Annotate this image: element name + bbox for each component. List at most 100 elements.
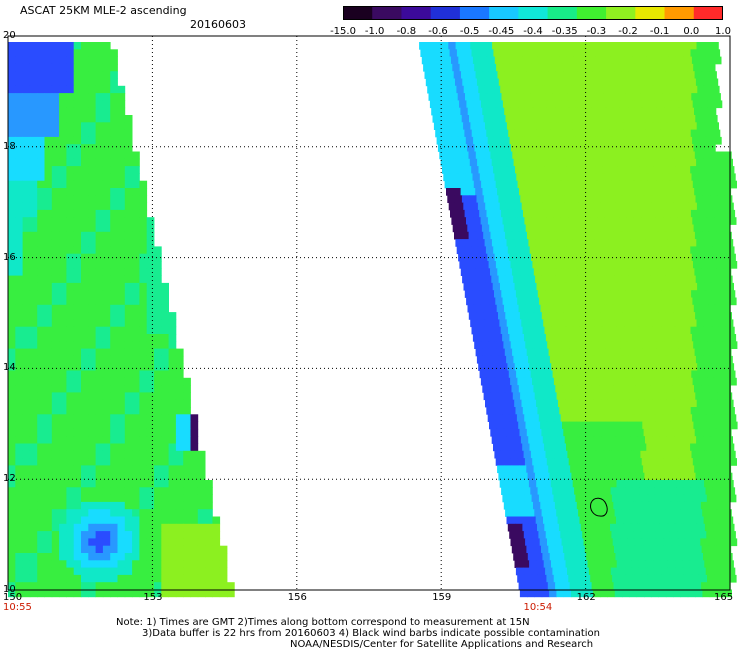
swath-cell <box>696 436 704 444</box>
swath-cell <box>59 136 67 145</box>
swath-cell <box>727 370 736 379</box>
swath-cell <box>95 472 104 481</box>
swath-cell <box>529 246 538 255</box>
swath-cell <box>605 63 614 72</box>
swath-cell <box>468 312 477 320</box>
swath-cell <box>550 122 559 130</box>
swath-cell <box>524 217 533 225</box>
swath-cell <box>563 151 572 160</box>
swath-cell <box>621 348 630 357</box>
swath-cell <box>553 217 562 225</box>
swath-cell <box>542 392 550 401</box>
swath-cell <box>190 560 199 568</box>
swath-cell <box>81 553 89 561</box>
swath-cell <box>73 516 82 525</box>
swath-cell <box>633 450 641 459</box>
swath-cell <box>464 49 472 57</box>
swath-cell <box>466 261 475 269</box>
swath-cell <box>132 348 140 357</box>
swath-cell <box>522 407 531 415</box>
swath-cell <box>161 501 169 510</box>
swath-cell <box>8 224 16 233</box>
swath-cell <box>572 239 580 247</box>
swath-cell <box>706 173 714 182</box>
swath-cell <box>73 100 82 109</box>
swath-cell <box>646 407 655 415</box>
swath-cell <box>95 560 104 568</box>
swath-cell <box>432 115 441 123</box>
swath-cell <box>534 392 543 401</box>
swath-cell <box>633 217 642 225</box>
swath-cell <box>102 545 111 554</box>
swath-cell <box>51 268 60 276</box>
swath-cell <box>542 78 551 87</box>
swath-cell <box>591 385 600 393</box>
swath-cell <box>154 312 162 320</box>
swath-cell <box>146 370 155 379</box>
swath-cell <box>571 355 580 364</box>
swath-cell <box>500 363 508 371</box>
swath-cell <box>73 450 82 459</box>
swath-cell <box>441 42 449 50</box>
swath-cell <box>175 421 184 430</box>
swath-cell <box>22 304 31 313</box>
swath-cell <box>124 297 133 306</box>
swath-cell <box>448 42 456 50</box>
swath-cell <box>538 450 546 459</box>
swath-cell <box>664 107 673 116</box>
swath-cell <box>669 173 678 182</box>
swath-cell <box>66 209 75 218</box>
swath-cell <box>709 71 717 79</box>
swath-cell <box>699 494 708 503</box>
swath-cell <box>59 85 67 94</box>
swath-cell <box>500 443 508 452</box>
swath-cell <box>635 545 644 554</box>
swath-cell <box>15 63 23 72</box>
swath-cell <box>655 414 664 422</box>
swath-cell <box>500 85 508 94</box>
swath-cell <box>656 144 665 152</box>
swath-cell <box>29 261 38 269</box>
swath-cell <box>624 363 632 371</box>
swath-cell <box>554 501 563 510</box>
swath-cell <box>8 553 16 561</box>
swath-cell <box>711 319 719 328</box>
swath-cell <box>132 450 140 459</box>
swath-cell <box>684 93 692 101</box>
swath-cell <box>124 180 133 189</box>
swath-cell <box>51 319 60 328</box>
swath-cell <box>519 348 528 357</box>
swath-cell <box>59 494 67 503</box>
swath-cell <box>132 355 140 364</box>
swath-cell <box>73 392 82 401</box>
swath-cell <box>552 567 561 576</box>
swath-cell <box>22 407 31 415</box>
swath-cell <box>44 275 53 284</box>
swath-cell <box>132 253 140 262</box>
swath-cell <box>66 56 75 65</box>
swath-cell <box>44 78 53 87</box>
swath-cell <box>663 458 672 466</box>
swath-cell <box>8 100 16 109</box>
swath-cell <box>679 268 688 276</box>
swath-cell <box>516 414 525 422</box>
swath-cell <box>146 304 155 313</box>
swath-cell <box>450 93 459 101</box>
swath-cell <box>655 136 664 145</box>
swath-cell <box>557 275 565 284</box>
swath-cell <box>633 334 642 342</box>
swath-cell <box>197 538 206 547</box>
swath-cell <box>484 42 493 50</box>
swath-cell <box>607 509 615 517</box>
swath-cell <box>548 428 557 437</box>
swath-cell <box>37 180 45 189</box>
swath-cell <box>698 567 707 576</box>
swath-cell <box>51 209 60 218</box>
swath-cell <box>664 224 673 233</box>
swath-cell <box>132 370 140 379</box>
swath-cell <box>88 377 96 386</box>
swath-cell <box>161 392 169 401</box>
swath-cell <box>110 209 118 218</box>
swath-cell <box>707 377 715 386</box>
swath-cell <box>473 297 482 306</box>
